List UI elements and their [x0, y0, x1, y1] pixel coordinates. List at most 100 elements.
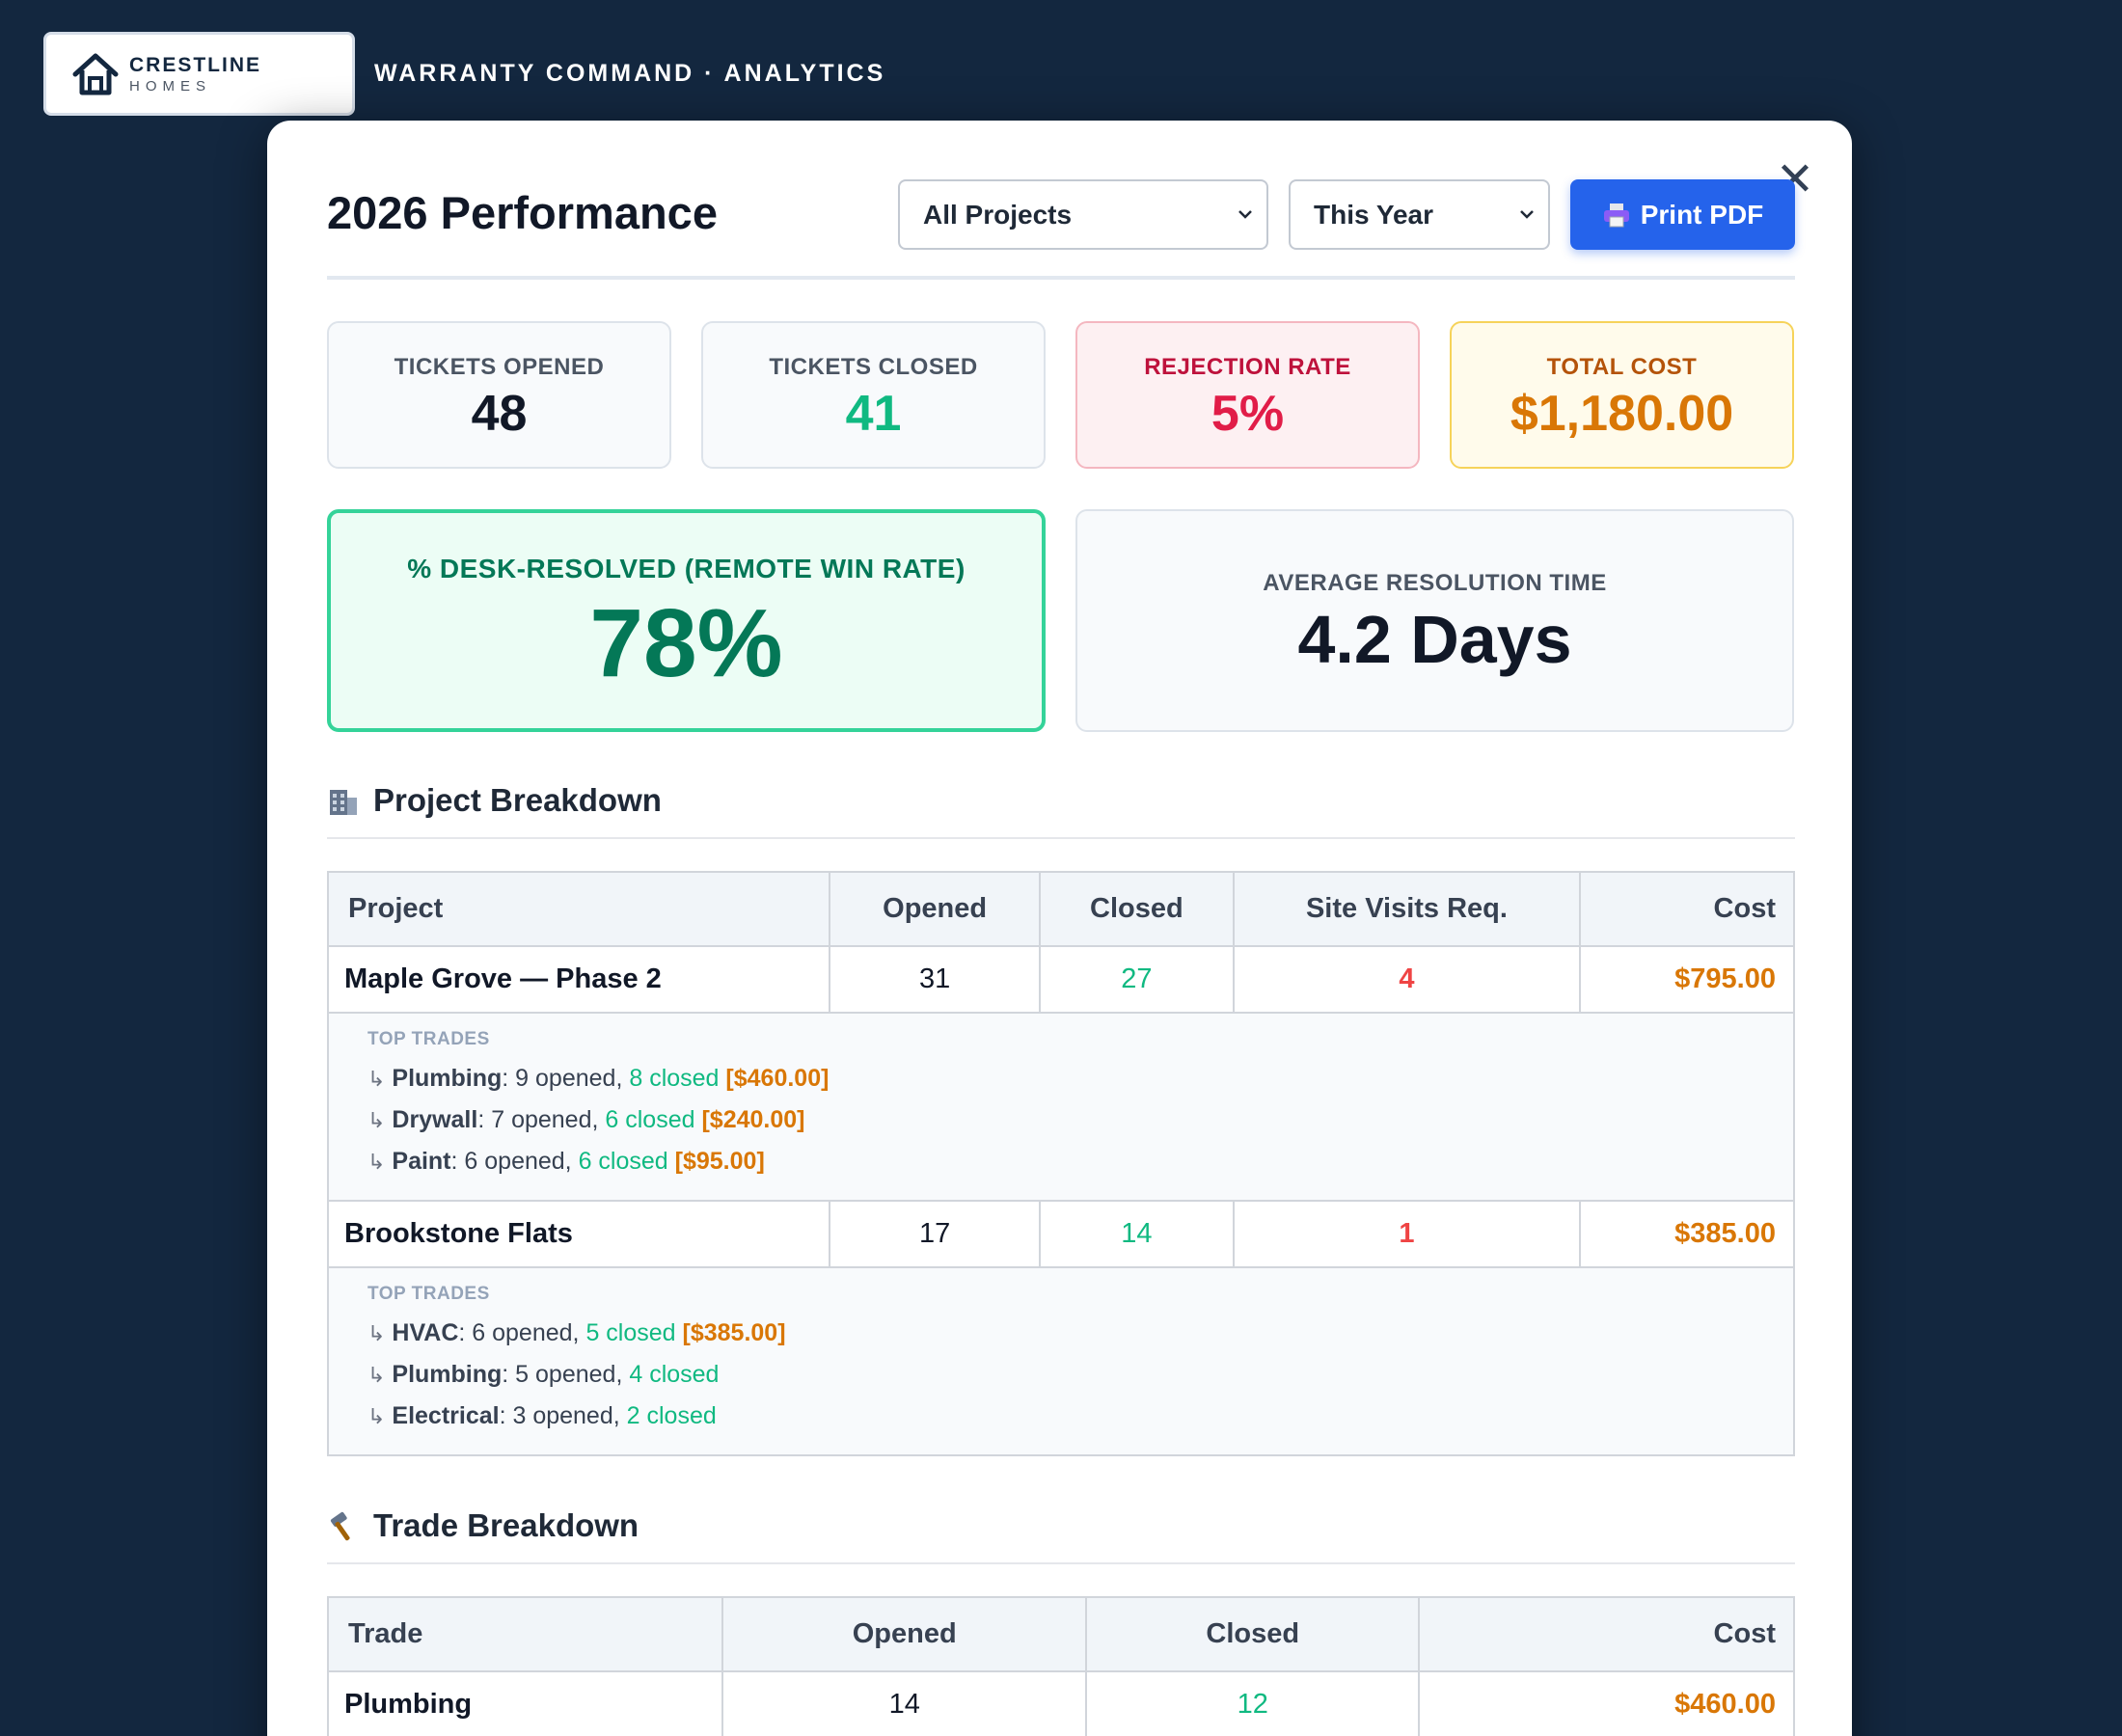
trade-line: ↳ Electrical: 3 opened, 2 closed	[367, 1396, 1793, 1437]
trade-cost: [$385.00]	[675, 1319, 786, 1346]
trade-opened: : 7 opened,	[477, 1106, 606, 1133]
trade-opened: : 6 opened,	[450, 1148, 579, 1175]
trade-line: ↳ Plumbing: 5 opened, 4 closed	[367, 1354, 1793, 1396]
column-header[interactable]: Cost	[1418, 1596, 1795, 1672]
project-filter-value: All Projects	[923, 199, 1073, 230]
trade-name: Plumbing	[392, 1361, 503, 1388]
closed-count: 14	[1039, 1200, 1235, 1268]
table-header-row: Project Opened Closed Site Visits Req. C…	[326, 871, 1795, 947]
period-filter-select[interactable]: This Year	[1289, 179, 1550, 250]
section-divider	[327, 1562, 1795, 1564]
kpi-value: 41	[845, 386, 902, 442]
kpi-label: TICKETS CLOSED	[769, 354, 978, 380]
trade-line: ↳ Drywall: 7 opened, 6 closed [$240.00]	[367, 1099, 1793, 1141]
period-filter-value: This Year	[1314, 199, 1434, 230]
column-header[interactable]: Site Visits Req.	[1232, 871, 1582, 947]
kpi-label: TICKETS OPENED	[394, 354, 605, 380]
trade-closed: 6 closed	[578, 1148, 668, 1175]
trade-opened: : 5 opened,	[502, 1361, 630, 1388]
trade-cost: [$95.00]	[667, 1148, 765, 1175]
column-header[interactable]: Cost	[1579, 871, 1795, 947]
trade-closed: 2 closed	[626, 1402, 717, 1429]
column-header[interactable]: Closed	[1084, 1596, 1421, 1672]
trade-closed: 5 closed	[585, 1319, 676, 1346]
print-pdf-label: Print PDF	[1640, 199, 1764, 230]
trade-name: Plumbing	[326, 1670, 724, 1736]
trade-name: HVAC	[392, 1319, 459, 1346]
trade-breakdown-title: Trade Breakdown	[327, 1507, 639, 1544]
kpi-label: AVERAGE RESOLUTION TIME	[1263, 570, 1607, 596]
hammer-icon	[330, 1511, 350, 1541]
sub-arrow-icon: ↳	[367, 1108, 386, 1132]
project-name: Brookstone Flats	[326, 1200, 831, 1268]
column-header[interactable]: Project	[326, 871, 831, 947]
sub-arrow-icon: ↳	[367, 1321, 386, 1345]
section-title-text: Project Breakdown	[373, 782, 662, 818]
trade-cost: $460.00	[1418, 1670, 1795, 1736]
table-row[interactable]: Plumbing 14 12 $460.00	[326, 1670, 1795, 1736]
sub-arrow-icon: ↳	[367, 1150, 386, 1174]
project-cost: $795.00	[1579, 945, 1795, 1014]
kpi-desk-resolved: % DESK-RESOLVED (REMOTE WIN RATE) 78%	[327, 509, 1046, 732]
section-title-text: Trade Breakdown	[373, 1507, 639, 1543]
trade-opened: : 9 opened,	[502, 1065, 630, 1092]
trade-name: Paint	[392, 1148, 451, 1175]
column-header[interactable]: Opened	[829, 871, 1042, 947]
project-breakdown-table: Project Opened Closed Site Visits Req. C…	[326, 871, 1795, 1456]
kpi-label: TOTAL COST	[1546, 354, 1698, 380]
opened-count: 31	[829, 945, 1042, 1014]
sub-arrow-icon: ↳	[367, 1067, 386, 1091]
brand-subtitle: HOMES	[129, 77, 212, 95]
kpi-value: 5%	[1211, 386, 1285, 442]
trade-name: Electrical	[392, 1402, 500, 1429]
table-row[interactable]: Brookstone Flats 17 14 1 $385.00	[326, 1200, 1795, 1268]
opened-count: 17	[829, 1200, 1042, 1268]
kpi-value: 4.2 Days	[1297, 602, 1572, 677]
project-cost: $385.00	[1579, 1200, 1795, 1268]
printer-icon	[1603, 203, 1629, 227]
brand-logo[interactable]: CRESTLINE HOMES	[43, 32, 355, 116]
kpi-avg-resolution: AVERAGE RESOLUTION TIME 4.2 Days	[1075, 509, 1794, 732]
sub-arrow-icon: ↳	[367, 1363, 386, 1387]
kpi-rejection-rate: REJECTION RATE 5%	[1075, 321, 1420, 469]
building-icon	[330, 790, 357, 815]
project-filter-select[interactable]: All Projects	[898, 179, 1268, 250]
top-trades-label: TOP TRADES	[367, 1029, 490, 1049]
modal-title: 2026 Performance	[327, 187, 718, 238]
performance-modal: ✕ 2026 Performance All Projects This Yea…	[267, 121, 1852, 1736]
trade-opened: : 3 opened,	[499, 1402, 627, 1429]
trade-name: Drywall	[392, 1106, 478, 1133]
top-trades-label: TOP TRADES	[367, 1284, 490, 1304]
kpi-tickets-opened: TICKETS OPENED 48	[327, 321, 671, 469]
trade-closed: 8 closed	[629, 1065, 720, 1092]
site-visits-count: 1	[1232, 1200, 1582, 1268]
trade-line: ↳ Paint: 6 opened, 6 closed [$95.00]	[367, 1141, 1793, 1182]
table-header-row: Trade Opened Closed Cost	[326, 1596, 1795, 1672]
table-row[interactable]: Maple Grove — Phase 2 31 27 4 $795.00	[326, 945, 1795, 1014]
sub-arrow-icon: ↳	[367, 1404, 386, 1428]
closed-count: 27	[1039, 945, 1235, 1014]
column-header[interactable]: Trade	[326, 1596, 724, 1672]
top-trades-cell: TOP TRADES ↳ Plumbing: 9 opened, 8 close…	[327, 1012, 1795, 1202]
column-header[interactable]: Closed	[1039, 871, 1235, 947]
top-trades-row: TOP TRADES ↳ Plumbing: 9 opened, 8 close…	[327, 1012, 1795, 1202]
house-icon	[72, 53, 119, 95]
section-divider	[327, 837, 1795, 839]
top-trades-cell: TOP TRADES ↳ HVAC: 6 opened, 5 closed [$…	[327, 1266, 1795, 1456]
kpi-value: 78%	[589, 589, 783, 697]
chevron-down-icon	[1238, 210, 1252, 219]
closed-count: 12	[1084, 1670, 1421, 1736]
top-trades-row: TOP TRADES ↳ HVAC: 6 opened, 5 closed [$…	[327, 1266, 1795, 1456]
column-header[interactable]: Opened	[721, 1596, 1087, 1672]
print-pdf-button[interactable]: Print PDF	[1570, 179, 1795, 250]
kpi-label: REJECTION RATE	[1144, 354, 1351, 380]
project-name: Maple Grove — Phase 2	[326, 945, 831, 1014]
kpi-tickets-closed: TICKETS CLOSED 41	[701, 321, 1046, 469]
kpi-label: % DESK-RESOLVED (REMOTE WIN RATE)	[407, 554, 966, 583]
kpi-total-cost: TOTAL COST $1,180.00	[1450, 321, 1794, 469]
chevron-down-icon	[1520, 210, 1534, 219]
project-breakdown-title: Project Breakdown	[327, 782, 662, 819]
kpi-value: 48	[471, 386, 528, 442]
trade-cost: [$460.00]	[719, 1065, 830, 1092]
trade-opened: : 6 opened,	[458, 1319, 586, 1346]
